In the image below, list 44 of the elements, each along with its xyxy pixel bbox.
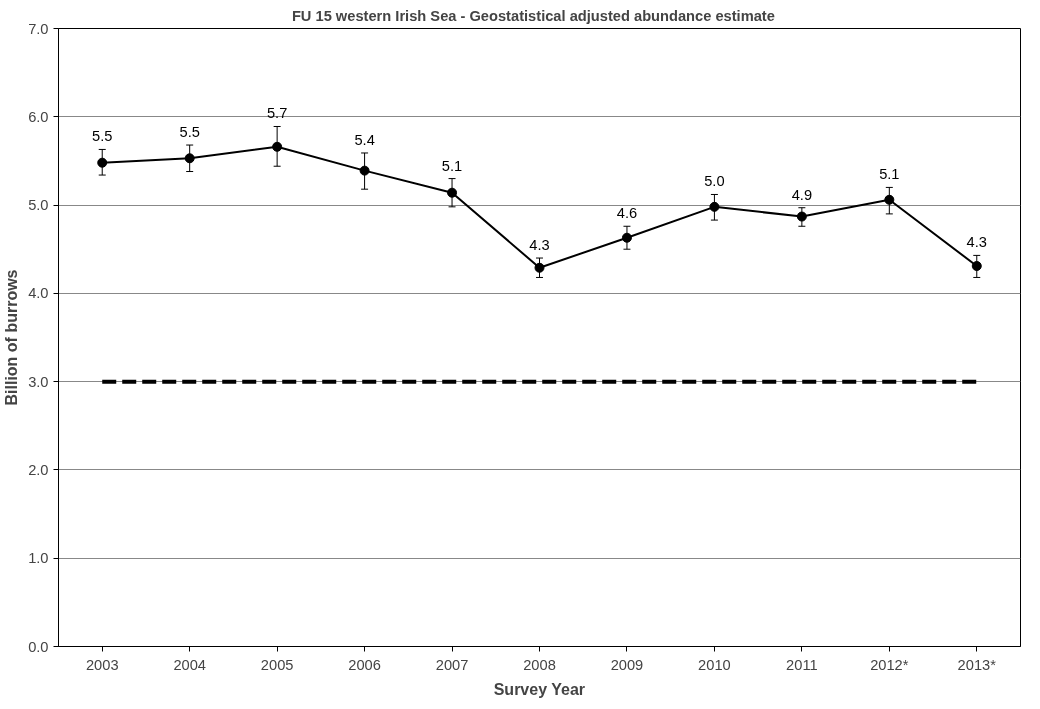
data-label: 5.5 (92, 128, 113, 145)
x-tick-label: 2003 (85, 656, 119, 673)
x-tick-label: 2010 (698, 656, 731, 673)
y-tick-label: 0.0 (28, 638, 49, 655)
x-tick-label: 2006 (348, 656, 381, 673)
x-tick-label: 2004 (173, 656, 206, 673)
data-label: 5.1 (441, 157, 463, 174)
data-label: 5.0 (704, 173, 725, 190)
data-label: 4.6 (616, 205, 638, 222)
point (184, 153, 195, 164)
y-tick-label: 7.0 (28, 20, 49, 37)
point (97, 157, 108, 168)
point (534, 262, 545, 273)
point (709, 201, 720, 212)
data-label: 4.3 (529, 237, 550, 254)
x-tick-label: 2009 (610, 656, 644, 673)
y-tick-label: 6.0 (28, 108, 49, 125)
x-tick-label: 2012* (870, 656, 909, 673)
y-tick-label: 1.0 (28, 550, 49, 567)
x-tick-label: 2007 (435, 656, 469, 673)
point (621, 232, 632, 243)
data-label: 5.7 (266, 105, 288, 122)
x-axis-title: Survey Year (493, 680, 586, 698)
y-tick-label: 2.0 (28, 461, 49, 478)
data-label: 5.5 (179, 124, 200, 141)
point (796, 211, 807, 222)
x-tick-label: 2011 (786, 656, 818, 673)
point (272, 141, 283, 152)
x-tick-label: 2008 (523, 656, 556, 673)
y-axis-title: Billion of burrows (3, 269, 21, 406)
point (359, 165, 370, 176)
data-label: 5.1 (879, 166, 900, 183)
x-tick-label: 2005 (260, 656, 294, 673)
y-tick-label: 4.0 (28, 285, 49, 302)
y-tick-label: 5.0 (28, 197, 49, 214)
data-label: 4.3 (966, 234, 987, 251)
point (884, 194, 895, 205)
chart-title: FU 15 western Irish Sea - Geostatistical adjusted abundance estimate (291, 7, 775, 24)
point (971, 261, 982, 271)
x-tick-label: 2013* (957, 656, 997, 673)
y-tick-label: 3.0 (28, 373, 49, 390)
data-label: 4.9 (791, 186, 813, 203)
data-label: 5.4 (354, 131, 375, 148)
point (447, 187, 458, 198)
